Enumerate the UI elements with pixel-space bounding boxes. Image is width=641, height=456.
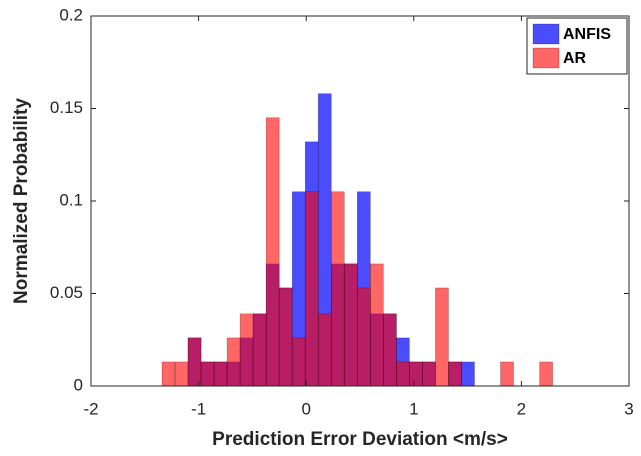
x-tick-label: 3	[624, 399, 633, 418]
x-tick-label: -1	[191, 399, 206, 418]
bar	[370, 263, 384, 387]
bar	[174, 361, 189, 387]
x-tick-label: -2	[83, 399, 98, 418]
bar	[278, 287, 293, 387]
y-tick-label: 0	[74, 375, 83, 394]
bar	[187, 337, 202, 387]
x-tick-label: 0	[301, 399, 310, 418]
bar	[317, 313, 332, 387]
bar	[461, 361, 475, 387]
bar	[200, 361, 215, 387]
bar	[396, 361, 410, 387]
bar	[383, 313, 397, 387]
bar	[343, 263, 358, 387]
bar	[265, 117, 280, 387]
y-tick-label: 0.2	[59, 5, 83, 24]
bar	[422, 361, 436, 387]
bar	[539, 361, 553, 387]
x-tick-label: 1	[409, 399, 418, 418]
legend-label: ANFIS	[563, 26, 611, 43]
bar	[161, 361, 176, 387]
legend-swatch	[532, 47, 560, 69]
bar	[357, 287, 371, 387]
x-axis-title: Prediction Error Deviation <m/s>	[212, 429, 508, 450]
bar	[252, 313, 267, 387]
bar	[500, 361, 514, 387]
y-axis-title: Normalized Probability	[11, 98, 32, 304]
legend-label: AR	[563, 50, 587, 67]
legend-swatch	[532, 23, 560, 45]
bar	[226, 337, 241, 387]
bar	[435, 287, 449, 387]
bar	[291, 337, 306, 387]
bar	[409, 361, 423, 387]
y-tick-label: 0.1	[59, 190, 83, 209]
y-tick-label: 0.05	[50, 283, 83, 302]
bar	[304, 191, 319, 387]
y-tick-label: 0.15	[50, 98, 83, 117]
bar	[330, 191, 345, 387]
bar	[448, 361, 462, 387]
bar	[213, 361, 228, 387]
x-tick-label: 2	[517, 399, 526, 418]
bar	[239, 313, 254, 387]
